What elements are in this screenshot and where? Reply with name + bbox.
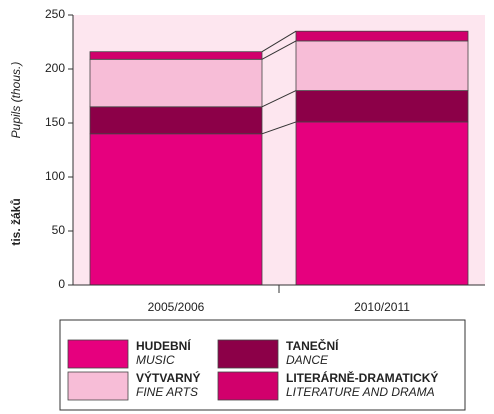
y-axis-label: tis. žáků bbox=[9, 198, 23, 245]
y-tick-label: 0 bbox=[58, 277, 65, 291]
y-tick-label: 200 bbox=[45, 61, 65, 75]
legend-swatch bbox=[67, 371, 129, 401]
legend-label-en: LITERATURE AND DRAMA bbox=[286, 385, 435, 399]
x-tick-label: 2005/2006 bbox=[148, 300, 205, 314]
legend-box bbox=[59, 319, 466, 411]
y-tick-label: 250 bbox=[45, 7, 65, 21]
y-axis-label-en: Pupils (thous.) bbox=[9, 62, 23, 139]
bar-segment bbox=[89, 133, 263, 286]
legend-label-en: DANCE bbox=[286, 353, 329, 367]
y-tick-label: 50 bbox=[52, 223, 66, 237]
bar-segment bbox=[295, 90, 469, 123]
y-tick-label: 100 bbox=[45, 169, 65, 183]
legend-label: HUDEBNÍ bbox=[136, 338, 191, 353]
bar-segment bbox=[295, 40, 469, 91]
y-tick-label: 150 bbox=[45, 115, 65, 129]
bar-segment bbox=[295, 30, 469, 42]
bar-segment bbox=[89, 51, 263, 60]
legend-label: TANEČNÍ bbox=[286, 338, 339, 353]
x-tick-label: 2010/2011 bbox=[354, 300, 410, 314]
connector bbox=[261, 90, 297, 108]
bar-segment bbox=[89, 106, 263, 135]
connector bbox=[261, 40, 297, 60]
bar-segment bbox=[89, 58, 263, 108]
bar-segment bbox=[295, 121, 469, 286]
legend-label-en: FINE ARTS bbox=[136, 385, 198, 399]
connector bbox=[261, 30, 297, 53]
legend-swatch bbox=[217, 339, 279, 369]
legend-label: LITERÁRNĚ-DRAMATICKÝ bbox=[286, 370, 438, 385]
legend-label: VÝTVARNÝ bbox=[136, 370, 200, 385]
legend-swatch bbox=[217, 371, 279, 401]
legend-label-en: MUSIC bbox=[136, 353, 175, 367]
connector bbox=[261, 121, 297, 135]
legend-swatch bbox=[67, 339, 129, 369]
